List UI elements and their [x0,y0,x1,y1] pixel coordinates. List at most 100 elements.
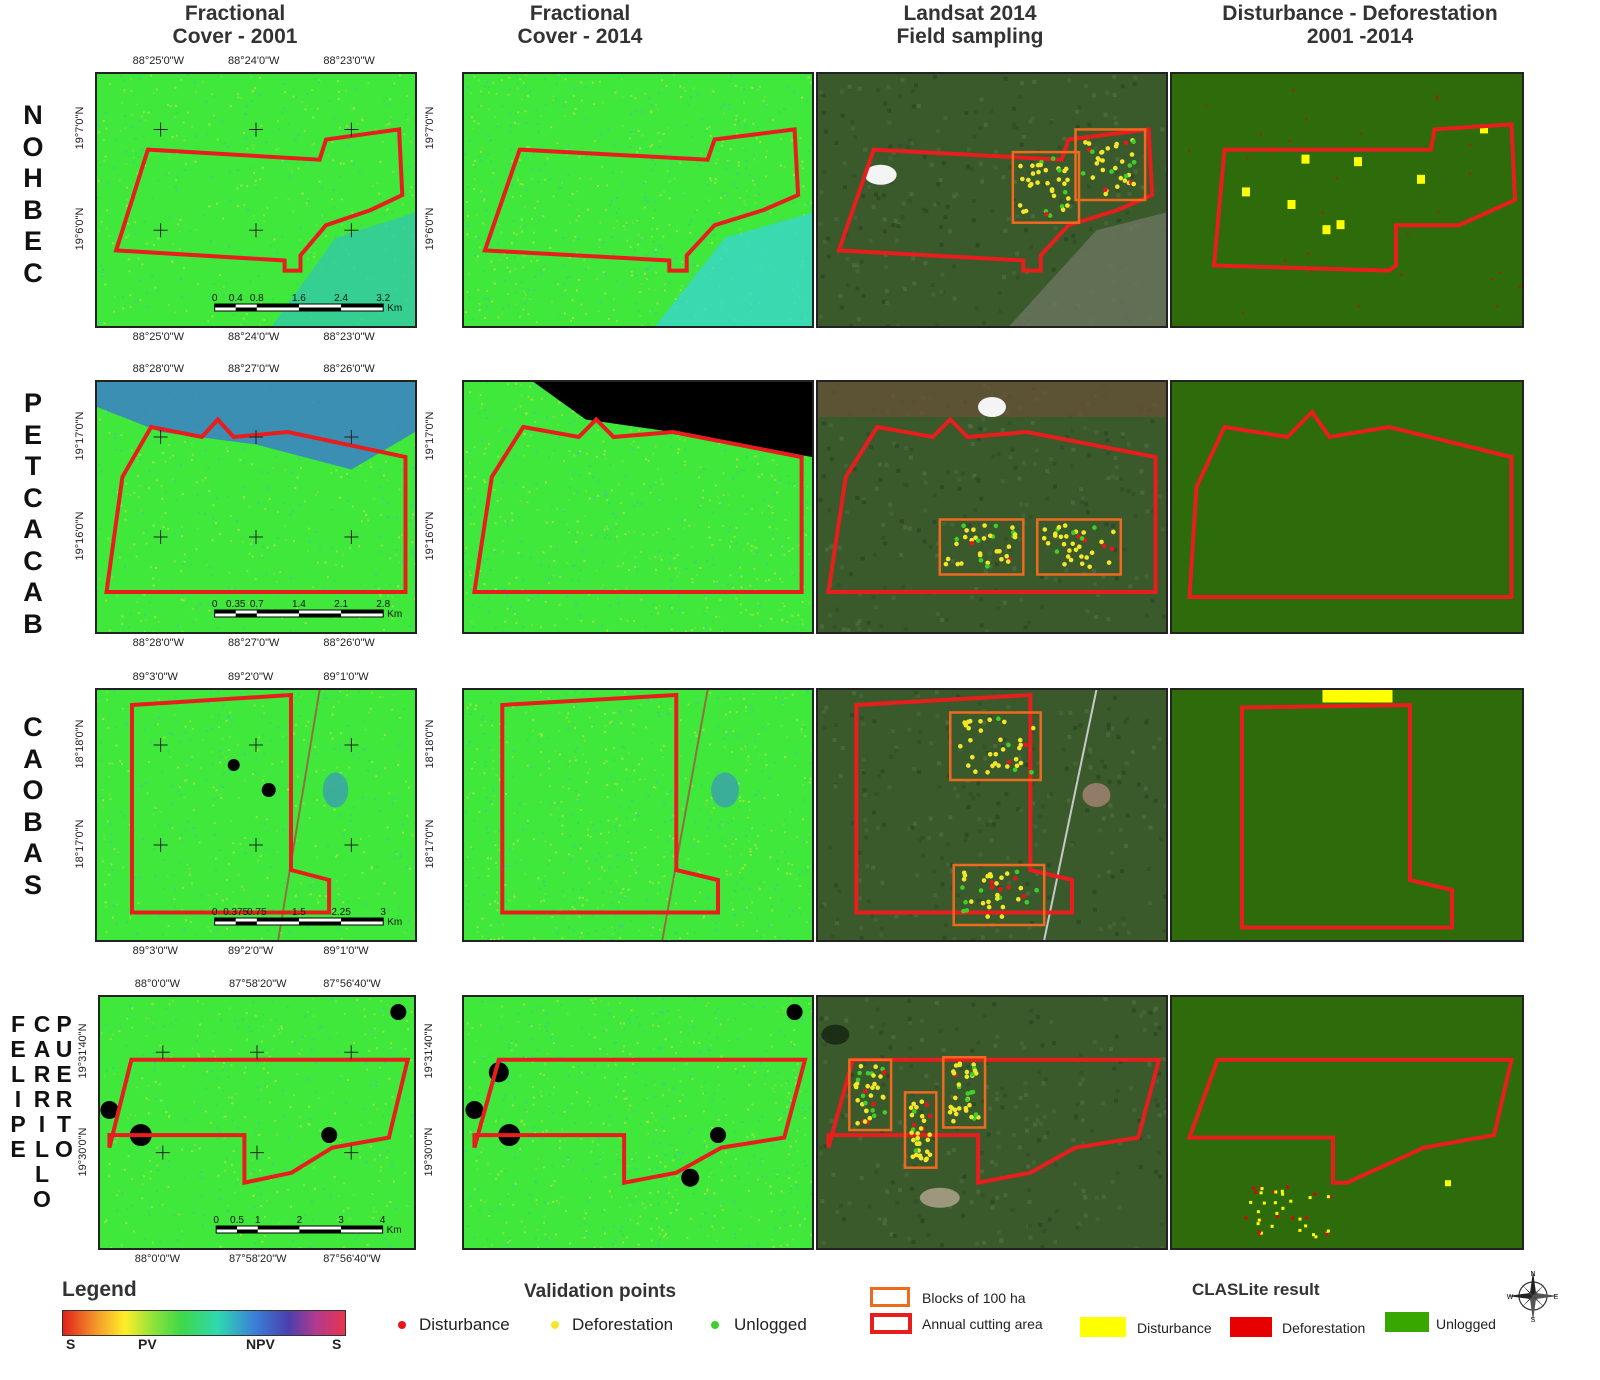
column-title-fc2014: Fractional Cover - 2014 [517,2,643,48]
right-coord-label: 19°6'0"N [424,207,436,251]
svg-text:1.5: 1.5 [292,907,306,918]
right-coord-label: 19°16'0"N [424,511,436,561]
ramp-label-s-left: S [66,1336,76,1352]
svg-text:2.8: 2.8 [376,599,390,610]
svg-text:Km: Km [387,917,402,928]
column-title-disturbance: Disturbance - Deforestation 2001 -2014 [1222,2,1498,48]
bottom-coord-label: 87°56'40"W [323,1253,381,1265]
validation-label-deforestation: Deforestation [572,1315,674,1334]
top-coord-label: 88°24'0"W [228,55,280,67]
bottom-coord-label: 89°2'0"W [228,945,274,957]
unlogged-point-symbol [711,1321,719,1329]
north-arrow-icon: N E S W [1507,1271,1559,1324]
svg-text:0.35: 0.35 [226,599,246,610]
svg-text:0: 0 [212,599,218,610]
right-coord-label: 18°18'0"N [424,719,436,769]
claslite-map-felipe-carrillo-puerto [1170,995,1524,1250]
right-coord-label: 19°30'0"N [423,1127,435,1177]
svg-text:0.75: 0.75 [247,907,267,918]
left-coord-label: 19°16'0"N [74,511,86,561]
svg-text:Km: Km [387,303,402,314]
scale-bar: 0 0.35 0.7 1.4 2.1 2.8Km [212,599,402,620]
fc2014-map-nohbec [462,72,814,328]
svg-text:3.2: 3.2 [376,293,390,304]
svg-text:0.7: 0.7 [250,599,264,610]
disturbance-point-symbol [398,1321,406,1329]
fractional-cover-color-ramp [62,1310,346,1336]
svg-text:0: 0 [212,293,218,304]
svg-text:1.4: 1.4 [292,599,306,610]
svg-text:2.25: 2.25 [331,907,351,918]
claslite-label-disturbance: Disturbance [1137,1320,1212,1336]
bottom-coord-label: 88°27'0"W [228,637,280,649]
svg-text:2.1: 2.1 [334,599,348,610]
top-coord-label: 88°23'0"W [323,55,375,67]
bottom-coord-label: 88°26'0"W [323,637,375,649]
ramp-label-pv: PV [138,1336,157,1352]
svg-text:2.4: 2.4 [334,293,348,304]
bottom-coord-label: 88°25'0"W [132,331,184,343]
bottom-coord-label: 88°28'0"W [132,637,184,649]
claslite-map-nohbec [1170,72,1524,328]
ramp-label-npv: NPV [246,1336,275,1352]
top-coord-label: 88°0'0"W [134,978,181,990]
top-coord-label: 88°26'0"W [323,363,375,375]
claslite-deforestation-swatch [1230,1317,1272,1337]
left-coord-label: 19°6'0"N [74,207,86,251]
landsat-map-felipe-carrillo-puerto [816,995,1168,1250]
fc2014-map-petcacab [462,380,814,634]
top-coord-label: 89°3'0"W [132,671,178,683]
svg-text:3: 3 [380,907,386,918]
top-coord-label: 87°58'20"W [229,978,287,990]
deforestation-point-symbol [551,1321,559,1329]
validation-points-title: Validation points [524,1281,677,1302]
left-coord-label: 19°31'40"N [77,1023,89,1079]
svg-text:0.8: 0.8 [250,293,264,304]
annual-cutting-swatch [870,1313,912,1334]
claslite-map-caobas [1170,688,1524,942]
bottom-coord-label: 89°1'0"W [323,945,369,957]
bottom-coord-label: 89°3'0"W [132,945,178,957]
scale-bar: 0 0.4 0.8 1.6 2.4 3.2Km [212,293,402,314]
right-coord-label: 19°7'0"N [424,107,436,150]
annual-cutting-label: Annual cutting area [922,1316,1043,1332]
scale-bar: 0 0.5 1 2 3 4Km [213,1215,401,1236]
svg-text:Km: Km [387,609,402,620]
left-coord-label: 19°7'0"N [74,107,86,150]
bottom-coord-label: 88°0'0"W [134,1253,181,1265]
top-coord-label: 89°1'0"W [323,671,369,683]
fc2001-map-felipe-carrillo-puerto: 0 0.5 1 2 3 4 Km [98,995,416,1250]
claslite-label-unlogged: Unlogged [1436,1316,1496,1332]
claslite-unlogged-swatch [1385,1312,1429,1332]
left-coord-label: 18°18'0"N [74,719,86,769]
top-coord-label: 89°2'0"W [228,671,274,683]
ramp-label-s-right: S [332,1336,342,1352]
landsat-map-petcacab [816,380,1168,634]
fc2014-map-felipe-carrillo-puerto [462,995,814,1250]
top-coord-label: 88°27'0"W [228,363,280,375]
right-coord-label: 18°17'0"N [424,819,436,869]
legend-title: Legend [62,1278,137,1301]
svg-text:0: 0 [212,907,218,918]
claslite-title: CLASLite result [1192,1280,1320,1299]
fc2001-map-nohbec: 0 0.4 0.8 1.6 2.4 3.2 Km [95,72,417,328]
landsat-map-nohbec [816,72,1168,328]
top-coord-label: 88°25'0"W [132,55,184,67]
landsat-map-caobas [816,688,1168,942]
left-coord-label: 19°17'0"N [74,411,86,461]
right-coord-label: 19°31'40"N [423,1023,435,1079]
validation-label-unlogged: Unlogged [734,1315,807,1334]
left-coord-label: 19°30'0"N [77,1127,89,1177]
blocks-swatch [870,1287,910,1307]
left-coord-label: 18°17'0"N [74,819,86,869]
right-coord-label: 19°17'0"N [424,411,436,461]
validation-label-disturbance: Disturbance [419,1315,510,1334]
top-coord-label: 88°28'0"W [132,363,184,375]
claslite-map-petcacab [1170,380,1524,634]
